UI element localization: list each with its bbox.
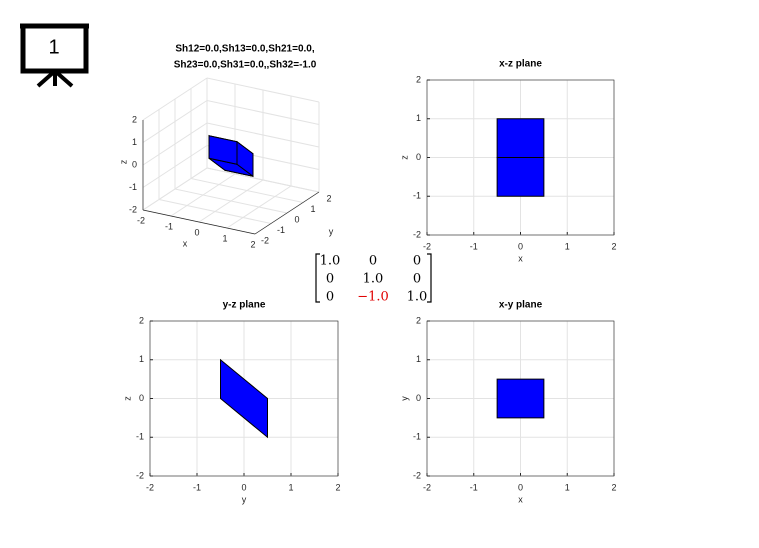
- matrix-brackets: [315, 253, 432, 303]
- chart-title: x-z plane: [499, 59, 542, 70]
- x-tick-label: 2: [250, 239, 255, 249]
- y-tick-label: 1: [416, 113, 421, 123]
- slide-icon: 1: [20, 23, 89, 88]
- grid-line: [158, 199, 272, 224]
- grid-line: [206, 122, 320, 148]
- z-tick-label: 1: [132, 137, 137, 147]
- x-tick-label: 0: [518, 241, 523, 251]
- chart-title: Sh23=0.0,Sh31=0.0,,Sh32=-1.0: [174, 60, 317, 71]
- x-tick-label: -2: [423, 241, 431, 251]
- y-tick-label: 2: [326, 193, 331, 203]
- y-axis-label: y: [399, 396, 409, 401]
- axis-line: [254, 191, 320, 235]
- grid-line: [142, 145, 208, 188]
- matrix-cell: 1.0: [320, 254, 341, 269]
- matrix-cell: 0: [326, 290, 334, 305]
- grid-line: [174, 188, 288, 214]
- matrix-cell: 1.0: [407, 290, 428, 305]
- x-tick-label: 1: [288, 482, 293, 492]
- x-tick-label: 1: [565, 241, 570, 251]
- x-tick-label: 2: [611, 241, 616, 251]
- y-tick-label: 2: [416, 74, 421, 84]
- matrix-cell: 0: [413, 254, 421, 269]
- y-tick-label: 1: [416, 354, 421, 364]
- y-axis-label: y: [329, 226, 334, 236]
- x-tick-label: -1: [470, 482, 478, 492]
- x-tick-label: -2: [146, 482, 154, 492]
- x-axis-label: x: [518, 253, 523, 263]
- face: [496, 118, 545, 158]
- axes-box: [149, 320, 339, 477]
- y-tick-label: -1: [136, 432, 144, 442]
- chart-title: y-z plane: [223, 300, 266, 311]
- x-axis-label: x: [183, 238, 188, 248]
- x-tick-label: 2: [335, 482, 340, 492]
- matrix-cell: 0: [326, 272, 334, 287]
- x-tick-label: 1: [222, 233, 227, 243]
- matrix-cell: 1.0: [363, 272, 384, 287]
- x-tick-label: -2: [137, 215, 145, 225]
- chart-title: x-y plane: [499, 300, 543, 311]
- y-axis-label: z: [122, 396, 132, 401]
- y-tick-label: -2: [261, 235, 269, 245]
- y-axis-label: z: [399, 155, 409, 160]
- z-axis-label: z: [118, 159, 128, 164]
- y-tick-label: -1: [413, 191, 421, 201]
- x-tick-label: 0: [194, 227, 199, 237]
- y-tick-label: 2: [416, 315, 421, 325]
- axis-line: [142, 209, 256, 235]
- z-tick-label: -2: [129, 204, 137, 214]
- axes-box: [426, 320, 615, 477]
- x-axis-label: x: [518, 494, 523, 504]
- x-tick-label: -1: [165, 221, 173, 231]
- axes-box: [426, 79, 615, 236]
- matrix-cell: 0: [369, 254, 377, 269]
- y-tick-label: -2: [413, 229, 421, 239]
- x-tick-label: -2: [423, 482, 431, 492]
- x-tick-label: 1: [565, 482, 570, 492]
- y-tick-label: -2: [136, 470, 144, 480]
- x-tick-label: 2: [611, 482, 616, 492]
- matrix-cell: 0: [413, 272, 421, 287]
- grid-line: [142, 122, 208, 166]
- y-tick-label: 2: [139, 315, 144, 325]
- grid-line: [142, 100, 208, 143]
- z-tick-label: 2: [132, 114, 137, 124]
- x-tick-label: 0: [518, 482, 523, 492]
- z-tick-label: 0: [132, 159, 137, 169]
- y-tick-label: 1: [310, 204, 315, 214]
- face: [208, 135, 238, 165]
- y-tick-label: 0: [416, 393, 421, 403]
- x-tick-label: -1: [470, 241, 478, 251]
- face: [496, 157, 545, 197]
- matrix-cell: −1.0: [357, 290, 389, 305]
- x-tick-label: 0: [241, 482, 246, 492]
- z-tick-label: -1: [129, 182, 137, 192]
- y-tick-label: -1: [277, 225, 285, 235]
- y-tick-label: -2: [413, 470, 421, 480]
- grid-line: [206, 167, 320, 193]
- y-tick-label: -1: [413, 432, 421, 442]
- x-axis-label: y: [242, 494, 247, 504]
- face: [220, 358, 268, 439]
- y-tick-label: 0: [416, 152, 421, 162]
- y-tick-label: 0: [139, 393, 144, 403]
- y-tick-label: 0: [294, 214, 299, 224]
- slide-number: 1: [48, 36, 59, 58]
- grid-line: [206, 100, 320, 125]
- face: [496, 378, 545, 419]
- grid-line: [190, 178, 304, 203]
- chart-title: Sh12=0.0,Sh13=0.0,Sh21=0.0,: [175, 44, 314, 55]
- x-tick-label: -1: [193, 482, 201, 492]
- grid-line: [142, 167, 208, 211]
- y-tick-label: 1: [139, 354, 144, 364]
- grid-line: [142, 77, 208, 121]
- grid-line: [206, 77, 320, 103]
